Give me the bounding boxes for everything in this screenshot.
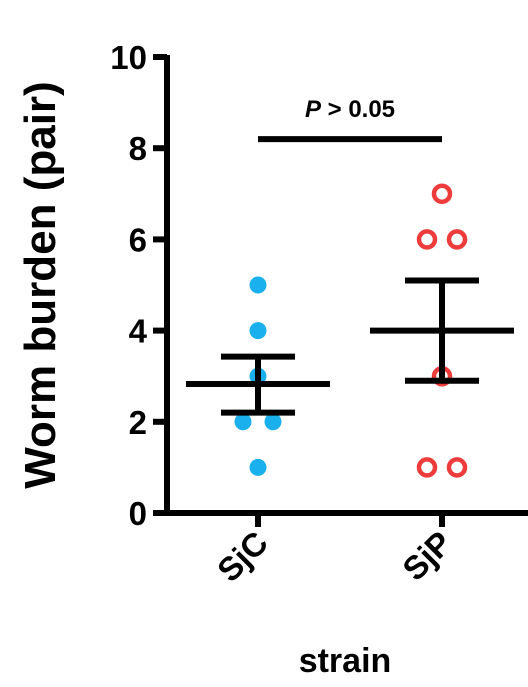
data-marks bbox=[186, 183, 514, 478]
p-symbol: P bbox=[305, 96, 322, 123]
data-point bbox=[431, 183, 453, 205]
data-point bbox=[446, 229, 468, 250]
data-point bbox=[249, 322, 267, 340]
y-axis: 0 2 4 6 8 10 bbox=[110, 39, 170, 532]
data-point bbox=[446, 457, 468, 478]
data-point bbox=[234, 413, 252, 431]
x-axis-label: strain bbox=[299, 642, 392, 680]
y-tick-label: 4 bbox=[129, 313, 148, 350]
x-axis: SjC SjP bbox=[164, 510, 528, 589]
annotations: P > 0.05 bbox=[258, 96, 442, 143]
significance-label: P > 0.05 bbox=[305, 96, 395, 123]
data-point bbox=[249, 458, 267, 476]
y-axis-label: Worm burden (pair) bbox=[16, 81, 65, 488]
p-value: > 0.05 bbox=[321, 96, 395, 123]
y-tick-label: 10 bbox=[110, 39, 147, 76]
y-tick-label: 6 bbox=[129, 221, 147, 258]
data-point bbox=[416, 457, 438, 478]
y-tick-label: 0 bbox=[129, 495, 147, 532]
data-point bbox=[416, 229, 438, 250]
y-tick-label: 2 bbox=[129, 404, 147, 441]
data-point bbox=[249, 276, 267, 294]
x-tick-label: SjP bbox=[395, 524, 459, 588]
y-tick-label: 8 bbox=[129, 130, 147, 167]
data-point bbox=[264, 413, 282, 431]
x-tick-label: SjC bbox=[210, 524, 275, 589]
